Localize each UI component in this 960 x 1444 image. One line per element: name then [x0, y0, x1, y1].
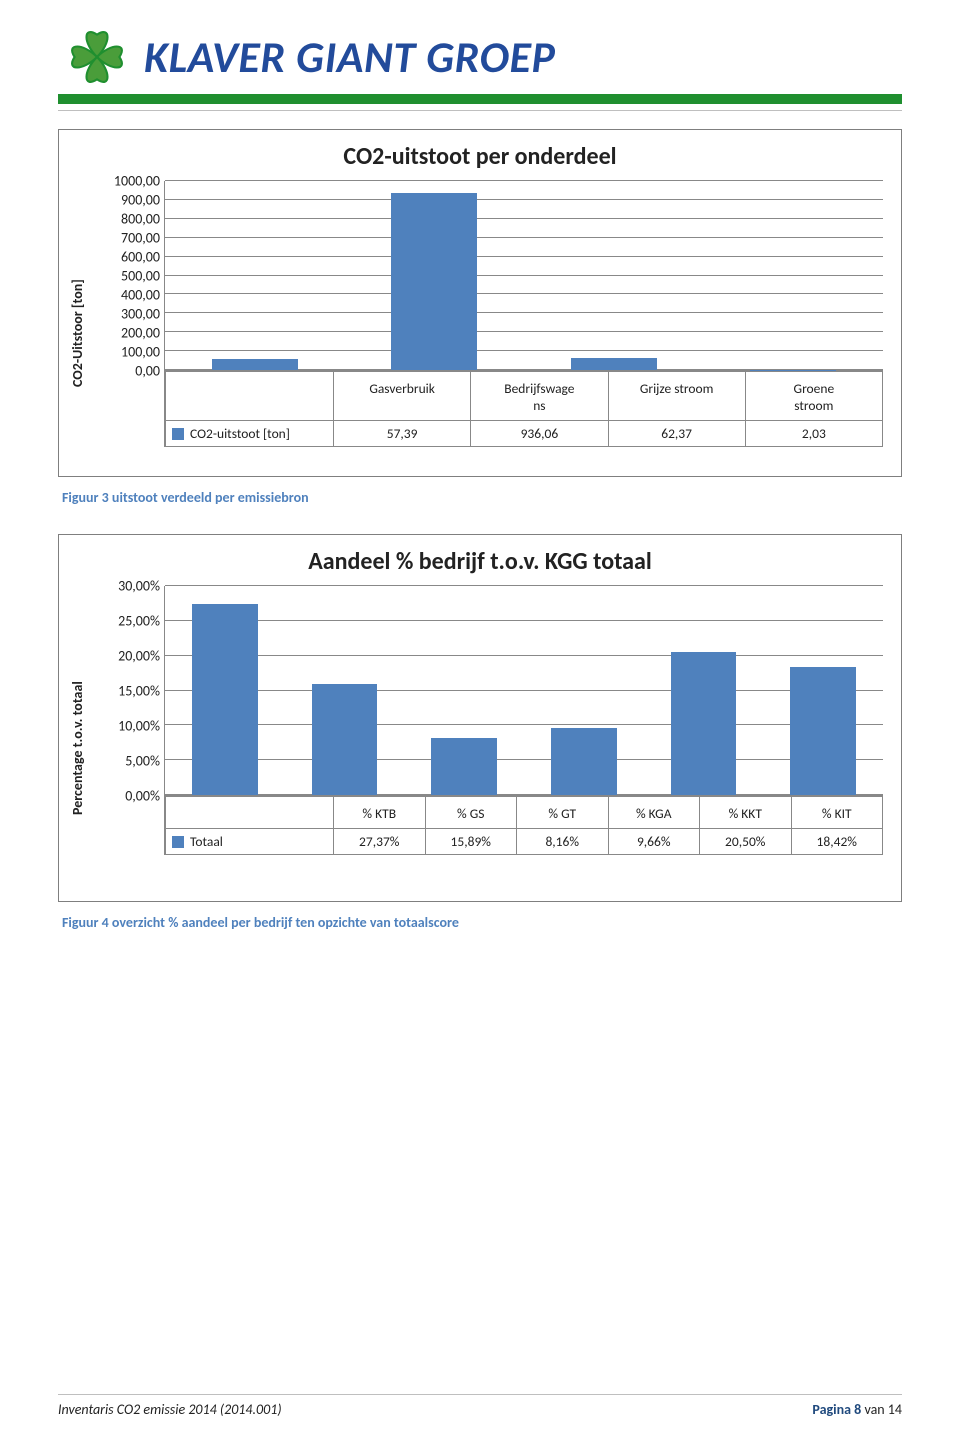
chart1-bar: [212, 359, 298, 370]
chart2-value-cell: 8,16%: [516, 828, 608, 854]
footer-page-mid: van: [861, 1401, 888, 1418]
chart1-x-labels-row: GasverbruikBedrijfswage nsGrijze stroomG…: [165, 372, 882, 420]
chart2-y-tick: 5,00%: [125, 753, 160, 770]
chart2-plot-wrap: % KTB% GS% GT% KGA% KKT% KIT Totaal 27,3…: [164, 586, 893, 893]
chart2-y-tick: 15,00%: [118, 683, 160, 700]
chart1-plot-area: [164, 181, 883, 371]
chart1-value-cell: 2,03: [745, 420, 882, 446]
chart2-bar: [312, 684, 378, 795]
chart2-x-label: % KKT: [699, 797, 791, 828]
header-rule: [58, 110, 902, 111]
chart2-series-legend: Totaal: [165, 828, 333, 854]
chart2-y-ticks: 0,00%5,00%10,00%15,00%20,00%25,00%30,00%: [88, 586, 164, 796]
chart1-y-tick: 500,00: [121, 268, 160, 285]
chart2-y-tick: 25,00%: [118, 613, 160, 630]
chart2-data-table: % KTB% GS% GT% KGA% KKT% KIT Totaal 27,3…: [164, 796, 883, 855]
chart2-value-cell: 27,37%: [333, 828, 425, 854]
chart1-legend-swatch: [172, 428, 184, 440]
figure4-caption: Figuur 4 overzicht % aandeel per bedrijf…: [62, 914, 902, 931]
chart2-value-cell: 15,89%: [425, 828, 517, 854]
chart2-values-row: Totaal 27,37%15,89%8,16%9,66%20,50%18,42…: [165, 828, 882, 854]
chart2-box: Aandeel % bedrijf t.o.v. KGG totaal Perc…: [58, 534, 902, 902]
footer-page-prefix: Pagina: [812, 1401, 854, 1418]
chart2-bar: [671, 652, 737, 795]
chart1-y-tick: 1000,00: [114, 173, 160, 190]
chart2-bar: [431, 738, 497, 795]
chart1-value-cell: 62,37: [608, 420, 745, 446]
chart1-y-tick: 200,00: [121, 325, 160, 342]
chart1-y-label: CO2-Uitstoor [ton]: [67, 199, 88, 468]
chart2-legend-swatch: [172, 836, 184, 848]
chart1-y-tick: 600,00: [121, 249, 160, 266]
chart1-y-tick: 400,00: [121, 287, 160, 304]
chart2-x-label: % GS: [425, 797, 517, 828]
footer-page-total: 14: [888, 1401, 902, 1418]
chart2-series-name: Totaal: [190, 833, 223, 850]
clover-icon: [58, 22, 136, 92]
chart1-y-ticks: 0,00100,00200,00300,00400,00500,00600,00…: [88, 181, 164, 371]
chart1-values-row: CO2-uitstoot [ton] 57,39936,0662,372,03: [165, 420, 882, 446]
logo-row: KLAVER GIANT GROEP: [58, 18, 902, 92]
chart2-plot-area: [164, 586, 883, 796]
chart2-y-tick: 0,00%: [125, 788, 160, 805]
chart1-body: CO2-Uitstoor [ton] 0,00 100,00 200,00 300,0…: [67, 181, 893, 468]
chart2-x-labels-row: % KTB% GS% GT% KGA% KKT% KIT: [165, 797, 882, 828]
header: KLAVER GIANT GROEP: [58, 18, 902, 104]
chart1-x-label: Grijze stroom: [608, 372, 745, 420]
footer-right: Pagina 8 van 14: [812, 1401, 902, 1418]
chart1-x-label: Bedrijfswage ns: [470, 372, 607, 420]
chart1-y-tick: 700,00: [121, 230, 160, 247]
footer: Inventaris CO2 emissie 2014 (2014.001) P…: [58, 1394, 902, 1418]
page: KLAVER GIANT GROEP CO2-uitstoot per onde…: [0, 0, 960, 1444]
chart2-x-label: % KIT: [791, 797, 883, 828]
chart2-bar: [790, 667, 856, 795]
chart1-y-tick: 300,00: [121, 306, 160, 323]
chart1-series-legend: CO2-uitstoot [ton]: [165, 420, 333, 446]
chart1-series-name: CO2-uitstoot [ton]: [190, 425, 290, 442]
chart1-y-tick: 100,00: [121, 344, 160, 361]
chart1-bar: [571, 358, 657, 370]
chart1-y-tick: 800,00: [121, 211, 160, 228]
chart2-x-label: % GT: [516, 797, 608, 828]
chart1-plot-wrap: GasverbruikBedrijfswage nsGrijze stroomG…: [164, 181, 893, 468]
chart2-body: Percentage t.o.v. totaal 0,00% 5,00% 10,00…: [67, 586, 893, 893]
chart1-value-cell: 57,39: [333, 420, 470, 446]
chart1-bar: [391, 193, 477, 370]
chart1-x-label: Gasverbruik: [333, 372, 470, 420]
chart1-data-table: GasverbruikBedrijfswage nsGrijze stroomG…: [164, 371, 883, 447]
chart2-value-cell: 18,42%: [791, 828, 883, 854]
chart1-x-label: Groene stroom: [745, 372, 882, 420]
chart2-x-label: % KGA: [608, 797, 700, 828]
chart2-bar: [192, 604, 258, 795]
chart2-y-tick: 10,00%: [118, 718, 160, 735]
chart2-value-cell: 20,50%: [699, 828, 791, 854]
footer-left: Inventaris CO2 emissie 2014 (2014.001): [58, 1401, 282, 1418]
chart1-value-cell: 936,06: [470, 420, 607, 446]
chart1-title: CO2-uitstoot per onderdeel: [67, 142, 893, 171]
header-underline: [58, 94, 902, 104]
chart2-y-tick: 30,00%: [118, 578, 160, 595]
chart2-title: Aandeel % bedrijf t.o.v. KGG totaal: [67, 547, 893, 576]
chart1-box: CO2-uitstoot per onderdeel CO2-Uitstoor …: [58, 129, 902, 477]
chart2-y-tick: 20,00%: [118, 648, 160, 665]
logo-text: KLAVER GIANT GROEP: [144, 30, 555, 84]
chart2-x-label: % KTB: [333, 797, 425, 828]
chart2-bar: [551, 728, 617, 795]
chart2-value-cell: 9,66%: [608, 828, 700, 854]
chart2-table-corner: [165, 797, 333, 828]
chart1-y-tick: 0,00: [135, 363, 160, 380]
chart1-table-corner: [165, 372, 333, 420]
figure3-caption: Figuur 3 uitstoot verdeeld per emissiebr…: [62, 489, 902, 506]
chart1-y-tick: 900,00: [121, 192, 160, 209]
chart2-y-label: Percentage t.o.v. totaal: [67, 604, 88, 893]
